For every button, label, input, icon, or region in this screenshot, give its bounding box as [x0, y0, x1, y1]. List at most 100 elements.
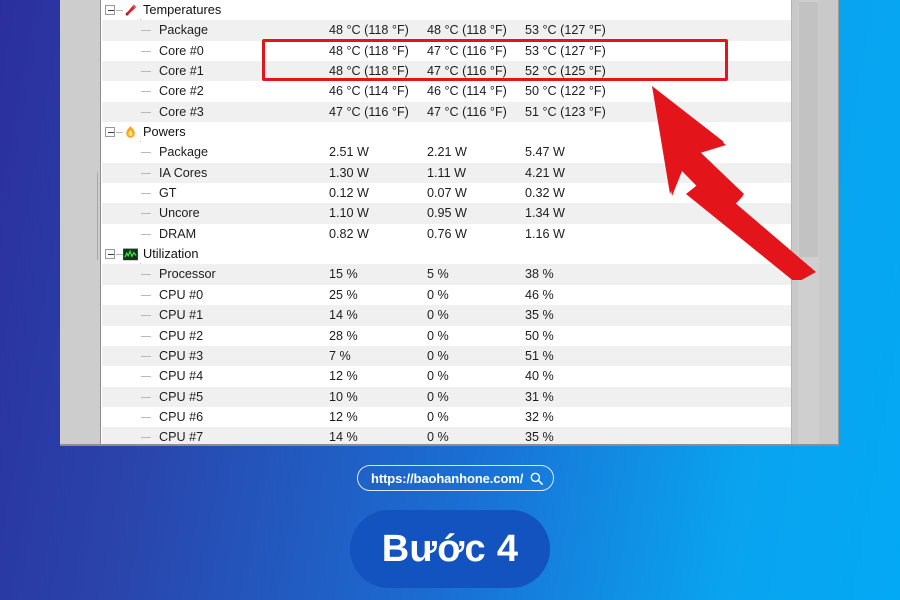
row-value-current: 47 °C (116 °F)	[329, 104, 409, 119]
row-label: CPU #5	[159, 389, 204, 404]
row-label: CPU #3	[159, 348, 204, 363]
row-value-max: 51 %	[525, 348, 554, 363]
row-value-min: 0 %	[427, 369, 449, 384]
row-label: DRAM	[159, 226, 197, 241]
table-row[interactable]: Core #2 46 °C (114 °F) 46 °C (114 °F) 50 °C…	[102, 81, 791, 102]
watermark-url-text: https://baohanhone.com/	[371, 470, 524, 486]
row-value-max: 50 %	[525, 328, 554, 343]
expander-connector	[116, 10, 123, 11]
row-label: CPU #2	[159, 328, 204, 343]
expander-collapse-minus-icon[interactable]	[105, 249, 115, 260]
table-row[interactable]: CPU #2 28 % 0 % 50 %	[102, 325, 791, 346]
table-row[interactable]: Core #0 48 °C (118 °F) 47 °C (116 °F) 53 °C…	[102, 40, 791, 62]
hardware-monitor-tree[interactable]: Temperatures Package 48 °C (118 °F) 48 °C (…	[102, 0, 791, 444]
table-row[interactable]: Package 48 °C (118 °F) 48 °C (118 °F) 53 °C…	[102, 20, 791, 41]
row-value-min: 0.95 W	[427, 206, 467, 221]
tree-leaf-connector	[141, 30, 151, 32]
table-row[interactable]: Core #3 47 °C (116 °F) 47 °C (116 °F) 51 °C…	[102, 101, 791, 123]
tree-leaf-connector	[141, 172, 151, 174]
tree-group-label: Utilization	[143, 246, 199, 262]
row-value-max: 31 %	[525, 389, 554, 404]
scrollbar-area[interactable]	[791, 0, 838, 444]
row-value-current: 28 %	[329, 328, 358, 343]
row-value-max: 1.34 W	[525, 206, 565, 221]
row-value-min: 47 °C (116 °F)	[427, 43, 507, 58]
row-value-current: 1.30 W	[329, 165, 369, 180]
table-row[interactable]: IA Cores 1.30 W 1.11 W 4.21 W	[102, 162, 791, 184]
row-value-max: 51 °C (123 °F)	[525, 104, 606, 119]
row-value-min: 48 °C (118 °F)	[427, 23, 507, 38]
row-label: GT	[159, 186, 177, 201]
row-value-min: 47 °C (116 °F)	[427, 104, 507, 119]
table-row[interactable]: CPU #7 14 % 0 % 35 %	[102, 427, 791, 445]
row-value-current: 7 %	[329, 348, 351, 363]
vertical-scrollbar-thumb[interactable]	[798, 1, 819, 258]
tree-leaf-connector	[141, 416, 151, 418]
tree-leaf-connector	[141, 437, 151, 439]
row-value-max: 40 %	[525, 369, 554, 384]
tree-leaf-connector	[141, 294, 151, 296]
flame-icon	[123, 125, 138, 140]
table-row[interactable]: CPU #1 14 % 0 % 35 %	[102, 305, 791, 326]
tree-leaf-connector	[141, 233, 151, 235]
magnifier-icon	[530, 472, 544, 485]
row-value-current: 46 °C (114 °F)	[329, 84, 409, 99]
row-value-current: 12 %	[329, 409, 358, 424]
row-value-current: 15 %	[329, 267, 358, 282]
row-value-current: 48 °C (118 °F)	[329, 64, 409, 79]
row-label: Core #2	[159, 84, 204, 99]
row-value-max: 4.21 W	[525, 165, 565, 180]
table-row[interactable]: GT 0.12 W 0.07 W 0.32 W	[102, 183, 791, 204]
row-label: CPU #4	[159, 369, 204, 384]
tree-group-temperatures[interactable]: Temperatures	[102, 0, 791, 111]
tree-leaf-connector	[141, 111, 151, 113]
table-row[interactable]: CPU #4 12 % 0 % 40 %	[102, 366, 791, 387]
row-label: Package	[159, 145, 209, 160]
row-label: Core #1	[159, 64, 204, 79]
row-value-min: 0 %	[427, 430, 449, 445]
row-value-current: 2.51 W	[329, 145, 369, 160]
tree-leaf-connector	[141, 274, 151, 276]
expander-collapse-minus-icon[interactable]	[105, 127, 115, 138]
row-label: CPU #1	[159, 308, 204, 323]
row-label: CPU #6	[159, 409, 204, 424]
row-value-current: 48 °C (118 °F)	[329, 23, 409, 38]
row-value-max: 32 %	[525, 409, 554, 424]
row-label: CPU #0	[159, 287, 204, 302]
table-row[interactable]: CPU #6 12 % 0 % 32 %	[102, 406, 791, 428]
step-badge[interactable]: Bước 4	[350, 510, 550, 588]
table-row[interactable]: DRAM 0.82 W 0.76 W 1.16 W	[102, 223, 791, 245]
row-label: Core #0	[159, 43, 204, 58]
row-label: IA Cores	[159, 165, 208, 180]
table-row[interactable]: Uncore 1.10 W 0.95 W 1.34 W	[102, 203, 791, 224]
screenshot-panel: Temperatures Package 48 °C (118 °F) 48 °C (…	[60, 0, 839, 446]
row-value-current: 0.82 W	[329, 226, 369, 241]
row-value-min: 0 %	[427, 328, 449, 343]
expander-connector	[116, 254, 123, 256]
table-row[interactable]: CPU #3 7 % 0 % 51 %	[102, 345, 791, 367]
expander-collapse-minus-icon[interactable]	[105, 5, 115, 15]
row-label: Package	[159, 23, 209, 38]
row-value-max: 0.32 W	[525, 186, 565, 201]
table-row[interactable]: Core #1 48 °C (118 °F) 47 °C (116 °F) 52 °C…	[102, 61, 791, 82]
website-watermark[interactable]: https://baohanhone.com/	[357, 465, 555, 491]
row-label: Core #3	[159, 104, 204, 119]
tree-leaf-connector	[141, 396, 151, 398]
gutter-divider	[97, 172, 98, 260]
row-value-min: 47 °C (116 °F)	[427, 64, 507, 79]
row-value-min: 0.07 W	[427, 186, 467, 201]
thermometer-icon	[125, 4, 137, 16]
tree-group-label: Temperatures	[143, 2, 222, 17]
tree-leaf-connector	[141, 152, 151, 154]
tree-group-utilization[interactable]: Utilization	[102, 244, 791, 437]
table-row[interactable]: Package 2.51 W 2.21 W 5.47 W	[102, 142, 791, 163]
row-value-max: 35 %	[525, 308, 554, 323]
flame-icon	[126, 126, 135, 138]
table-row[interactable]: Processor 15 % 5 % 38 %	[102, 264, 791, 285]
row-value-min: 46 °C (114 °F)	[427, 84, 507, 99]
tree-group-powers[interactable]: Powers	[102, 122, 791, 233]
table-row[interactable]: CPU #5 10 % 0 % 31 %	[102, 386, 791, 407]
row-value-current: 0.12 W	[329, 186, 369, 201]
row-value-current: 14 %	[329, 430, 358, 445]
table-row[interactable]: CPU #0 25 % 0 % 46 %	[102, 284, 791, 306]
